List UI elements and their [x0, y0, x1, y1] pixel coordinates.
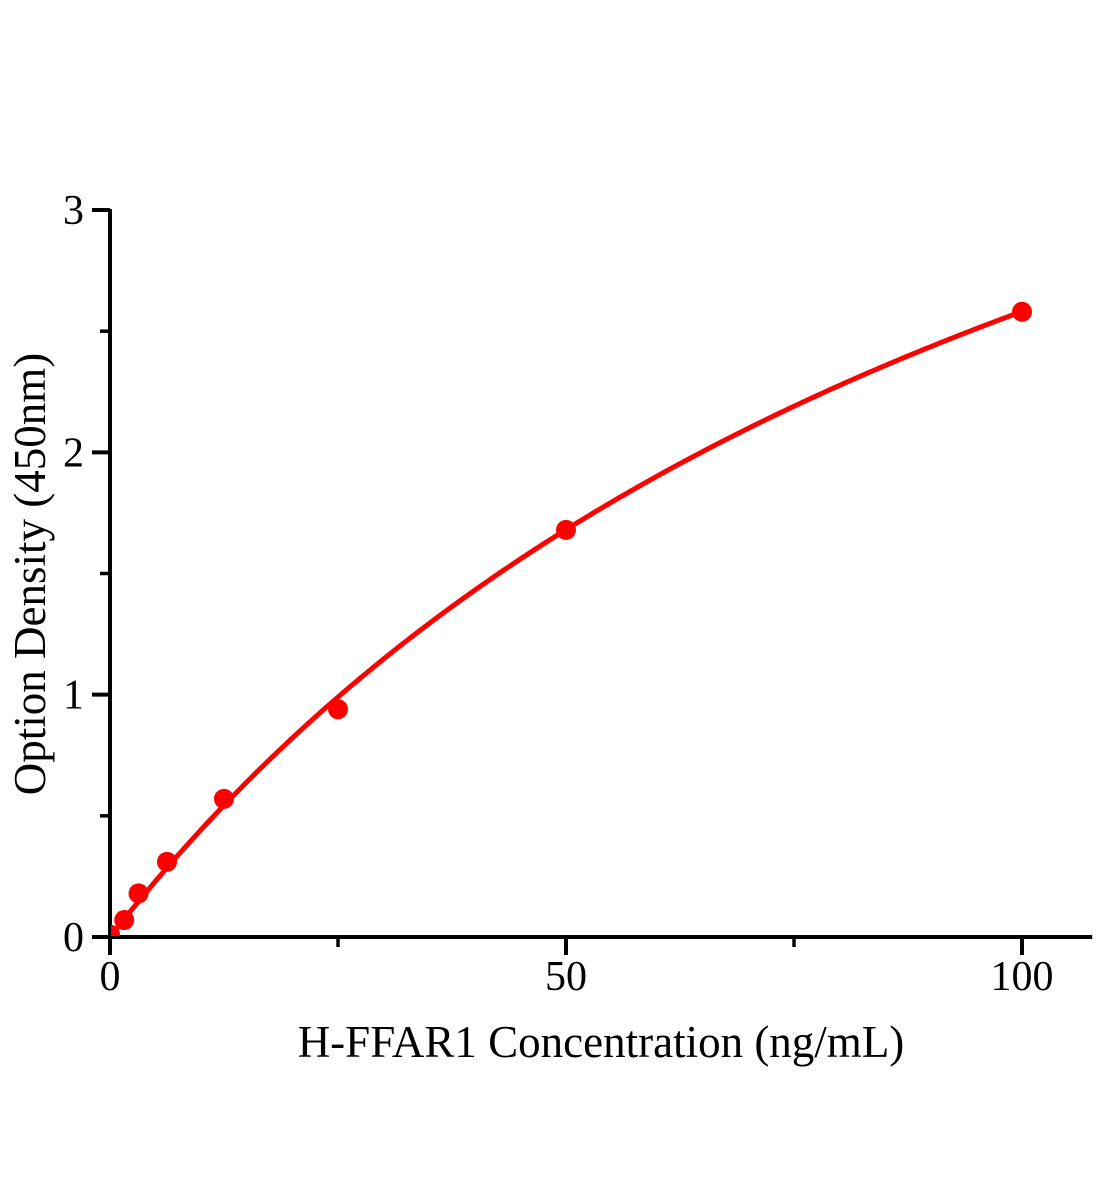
axes — [92, 208, 1093, 955]
data-point — [556, 519, 576, 540]
y-tick-label: 3 — [63, 188, 84, 234]
y-tick-label: 1 — [63, 673, 84, 719]
y-axis-title: Option Density (450nm) — [5, 353, 55, 795]
axis-titles: Option Density (450nm) H-FFAR1 Concentra… — [5, 353, 904, 1067]
data-point — [114, 910, 135, 931]
x-tick-label: 100 — [991, 954, 1054, 1000]
fit-curve — [111, 308, 1025, 936]
tick-labels: 0 50 100 0 1 2 3 — [63, 188, 1054, 1000]
data-point — [128, 883, 149, 904]
data-point — [157, 851, 177, 872]
data-point — [328, 699, 348, 720]
x-tick-label: 0 — [100, 954, 121, 1000]
y-tick-label: 0 — [63, 915, 84, 961]
x-axis-title: H-FFAR1 Concentration (ng/mL) — [298, 1017, 905, 1067]
data-point — [111, 924, 120, 936]
y-tick-label: 2 — [63, 430, 84, 476]
x-tick-label: 50 — [545, 954, 587, 1000]
plot-series — [111, 301, 1032, 936]
data-point — [1012, 301, 1032, 322]
data-point — [214, 788, 234, 809]
